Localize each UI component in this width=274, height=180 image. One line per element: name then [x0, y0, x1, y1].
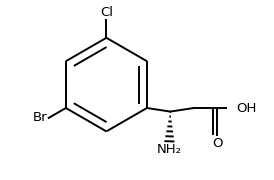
- Text: NH₂: NH₂: [157, 143, 182, 156]
- Text: O: O: [212, 137, 222, 150]
- Text: OH: OH: [236, 102, 256, 114]
- Text: Cl: Cl: [100, 6, 113, 19]
- Text: Br: Br: [33, 111, 48, 124]
